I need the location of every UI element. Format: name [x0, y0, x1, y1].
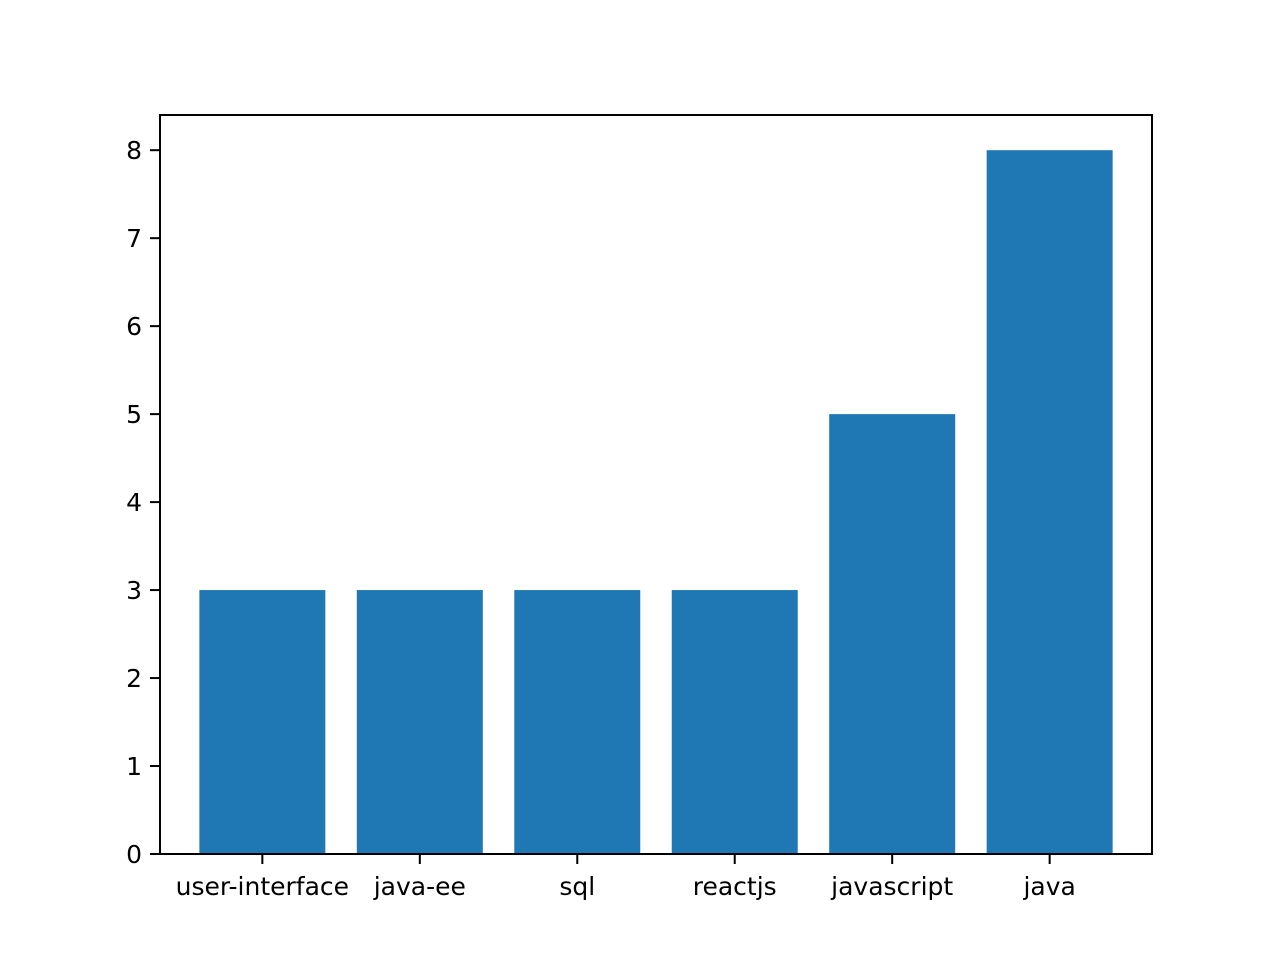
- bar-sql: [514, 590, 641, 854]
- y-tick-label: 7: [126, 224, 142, 253]
- x-axis: user-interface java-ee sql reactjs javascrip…: [176, 854, 1076, 901]
- y-tick-label: 3: [126, 576, 142, 605]
- x-tick-label: sql: [559, 872, 595, 901]
- y-tick-label: 4: [126, 488, 142, 517]
- y-tick-label: 2: [126, 664, 142, 693]
- x-tick-label: reactjs: [693, 872, 777, 901]
- y-axis: 0 1 2 3 4 5 6 7 8: [126, 136, 160, 869]
- bar-java: [986, 150, 1113, 854]
- y-tick-label: 8: [126, 136, 142, 165]
- bar-javascript: [829, 414, 956, 854]
- bar-reactjs: [671, 590, 798, 854]
- bars-group: [199, 150, 1113, 854]
- bar-user-interface: [199, 590, 326, 854]
- bar-java-ee: [356, 590, 483, 854]
- x-tick-label: java: [1022, 872, 1075, 901]
- plot-frame: [159, 114, 1153, 855]
- y-tick-label: 1: [126, 752, 142, 781]
- x-tick-label: java-ee: [373, 872, 466, 901]
- y-tick-label: 5: [126, 400, 142, 429]
- x-tick-label: user-interface: [176, 872, 349, 901]
- x-tick-label: javascript: [830, 872, 953, 901]
- y-tick-label: 0: [126, 840, 142, 869]
- y-tick-label: 6: [126, 312, 142, 341]
